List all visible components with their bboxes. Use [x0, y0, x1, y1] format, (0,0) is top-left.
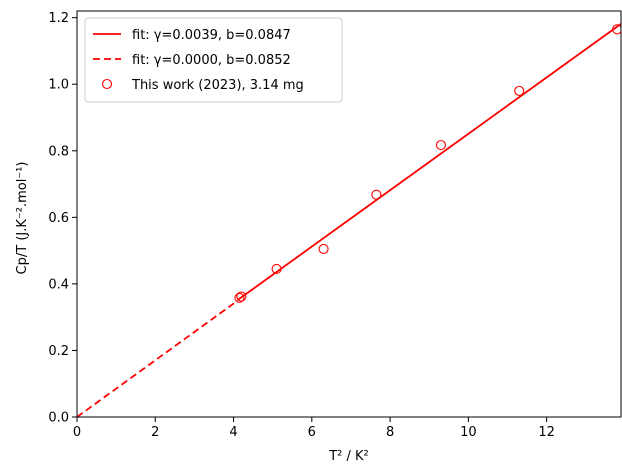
axes: 0 2 4 6 8 10 12 0.0 0.2 0.4 0.6 0.8 1.0 1.2 — [48, 10, 622, 440]
y-tick-label: 0.0 — [48, 411, 69, 426]
data-point — [612, 24, 621, 35]
x-tick-label: 8 — [386, 425, 394, 440]
x-tick-label: 6 — [308, 425, 316, 440]
data-point — [236, 291, 247, 302]
y-tick-label: 0.4 — [48, 277, 69, 292]
x-tick-label: 0 — [73, 425, 81, 440]
legend-marker-swatch — [101, 78, 113, 90]
x-tick-label: 4 — [229, 425, 237, 440]
x-axis-label: T² / K² — [328, 449, 369, 464]
y-tick-label: 1.2 — [48, 11, 69, 26]
legend-label: fit: γ=0.0000, b=0.0852 — [132, 53, 291, 68]
x-tick-label: 12 — [538, 425, 555, 440]
legend-label: fit: γ=0.0039, b=0.0847 — [132, 28, 291, 43]
plot-area — [77, 23, 621, 417]
legend: fit: γ=0.0039, b=0.0847 fit: γ=0.0000, b=… — [84, 17, 343, 103]
legend-box — [84, 17, 343, 103]
data-point — [371, 189, 382, 200]
y-tick-label: 0.8 — [48, 144, 69, 159]
x-tick-label: 10 — [460, 425, 477, 440]
y-tick-label: 0.2 — [48, 344, 69, 359]
axes-frame — [76, 10, 622, 418]
data-point — [271, 263, 282, 274]
data-point — [435, 140, 447, 151]
series-line-0 — [236, 23, 621, 301]
y-tick-label: 1.0 — [48, 78, 69, 93]
legend-label: This work (2023), 3.14 mg — [131, 78, 304, 93]
series-line-1 — [77, 300, 238, 417]
data-point — [514, 85, 525, 96]
x-tick-label: 2 — [151, 425, 159, 440]
data-point — [234, 292, 245, 303]
data-point — [318, 243, 329, 254]
y-tick-label: 0.6 — [48, 211, 69, 226]
y-axis-label: Cp/T (J.K⁻².mol⁻¹) — [15, 162, 30, 275]
